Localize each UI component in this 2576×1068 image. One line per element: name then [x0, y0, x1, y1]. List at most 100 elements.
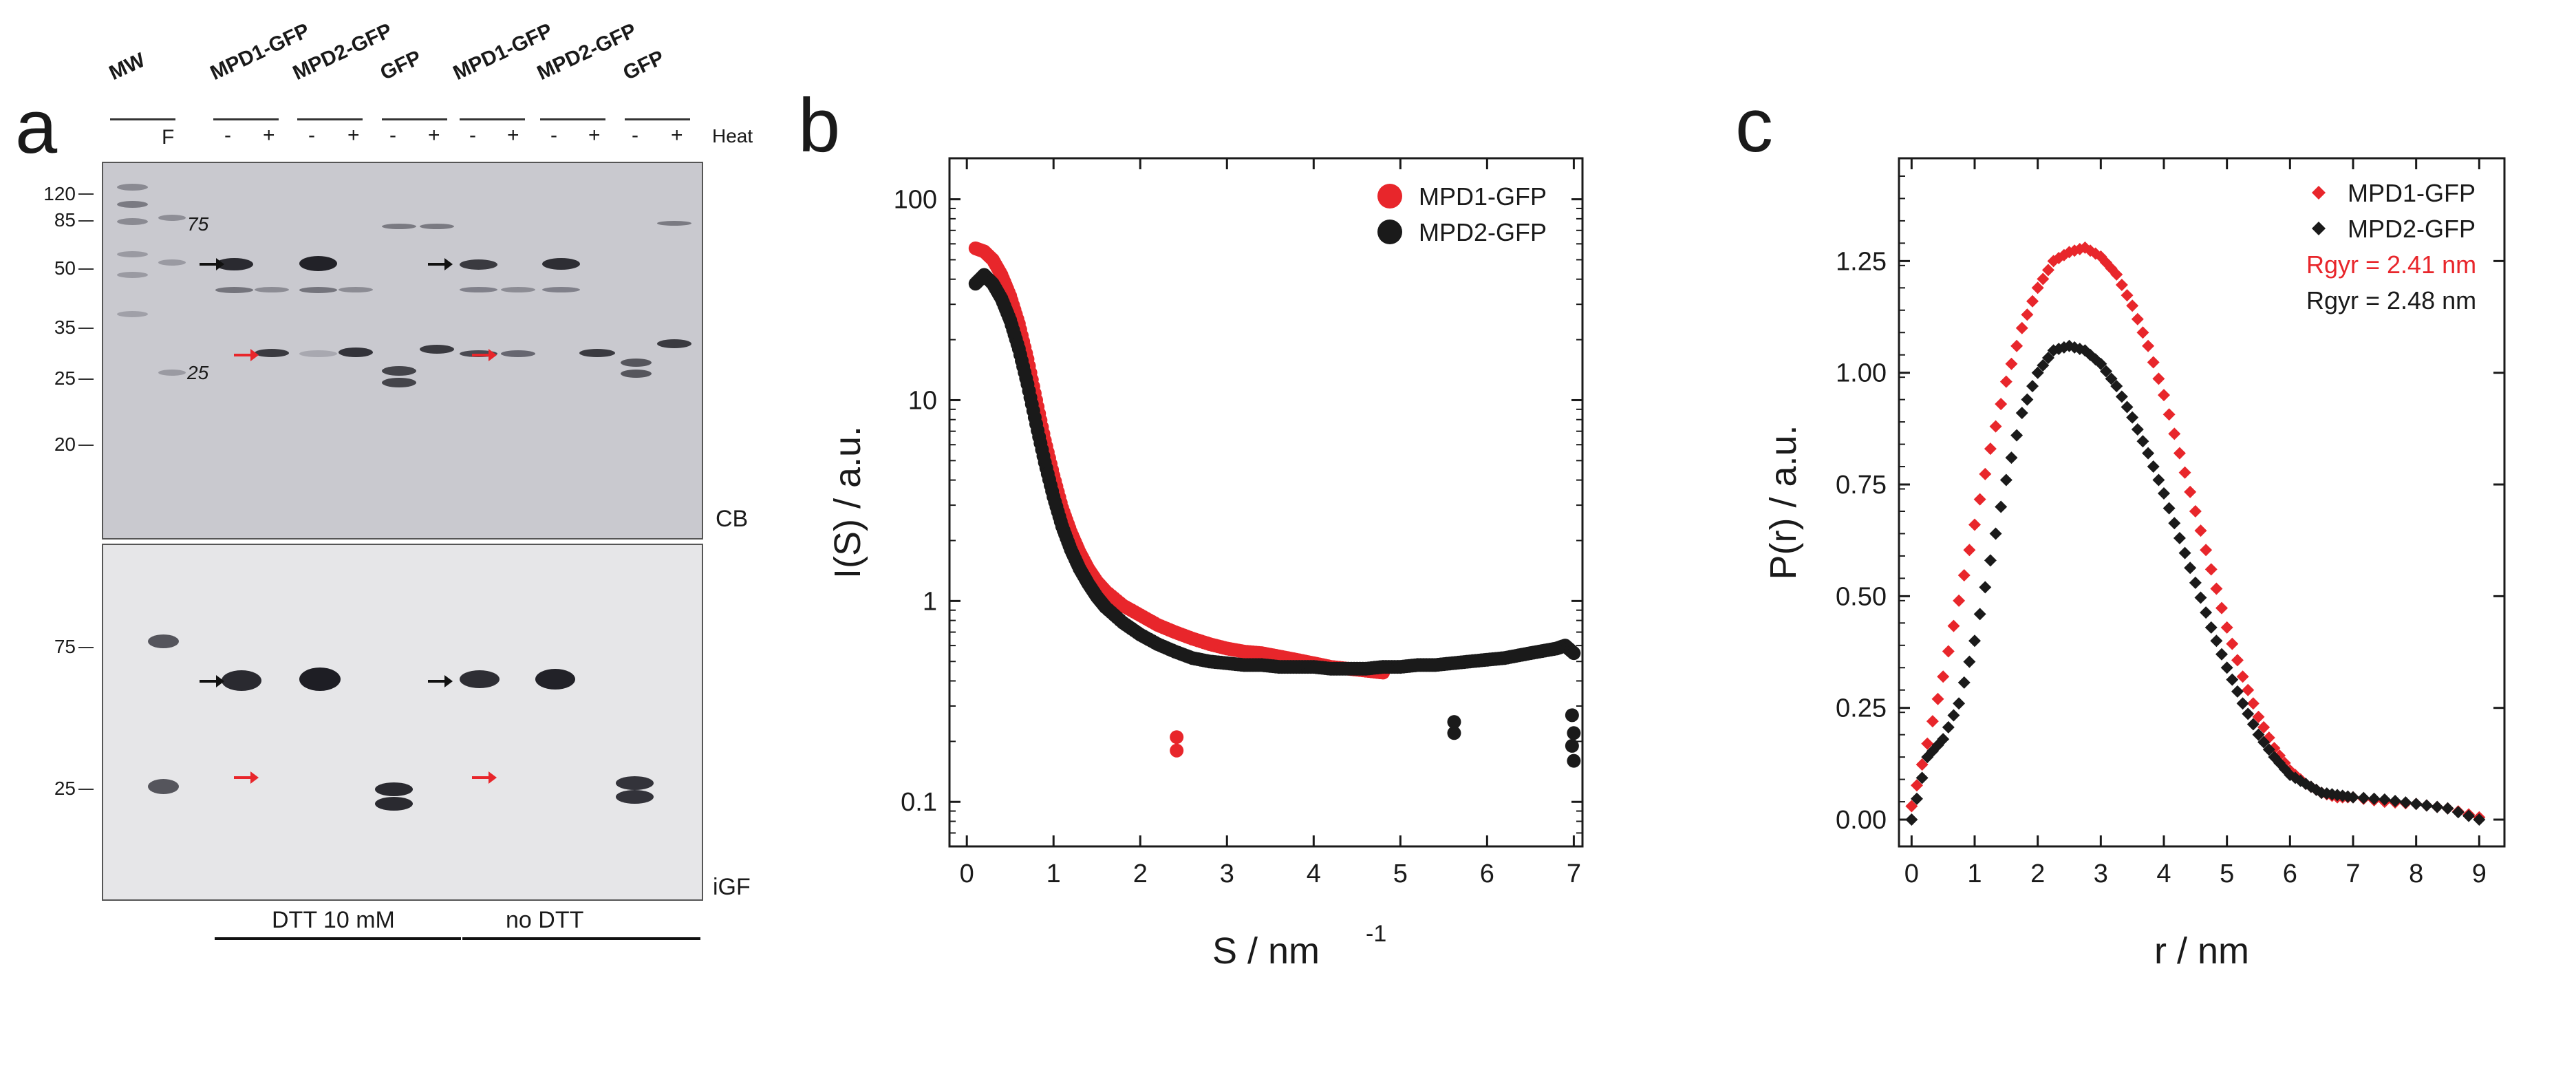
- mw-marker-label: 50: [54, 257, 76, 279]
- minus-label: -: [308, 124, 315, 147]
- x-tick-label: 7: [1567, 859, 1581, 888]
- panel-c-letter: c: [1735, 83, 1773, 168]
- mpd1-gfp-point: [1910, 779, 1923, 792]
- mpd2-gfp-point: [2136, 435, 2149, 448]
- mpd2-gfp-point: [2204, 621, 2218, 634]
- legend-marker-mpd2-gfp: [2312, 222, 2326, 235]
- mpd2-gfp-point: [2226, 673, 2239, 686]
- ladder-band: [117, 184, 148, 191]
- chart-c-distance-distribution: 0 1 2 3 4 5 6 7 8 9 0.00 0.25 0.50 0.75 1.00 1.25 r / nm…: [1763, 157, 2506, 972]
- ladder-band: [158, 215, 186, 221]
- y-tick-label: 0.50: [1836, 582, 1887, 611]
- protein-band: [420, 345, 454, 354]
- x-tick-label: 3: [1220, 859, 1234, 888]
- mpd1-gfp-point: [1931, 692, 1944, 705]
- mpd1-gfp-point: [1984, 442, 1997, 456]
- protein-band: [299, 287, 337, 293]
- mpd2-gfp-point: [1567, 726, 1581, 740]
- mpd2-gfp-point: [2462, 809, 2476, 822]
- mpd2-gfp-point: [1905, 813, 1918, 826]
- minus-label: -: [469, 124, 476, 147]
- mpd2-gfp-point: [2231, 685, 2244, 698]
- x-tick-label: 1: [1967, 859, 1982, 888]
- mpd1-gfp-point: [2147, 356, 2160, 369]
- mpd2-gfp-point: [2252, 728, 2265, 741]
- ladder-band: [158, 259, 186, 266]
- y-axis-label: I(S) / a.u.: [827, 426, 868, 579]
- mpd1-gfp-point: [1979, 467, 1992, 480]
- red-arrow-icon: [234, 349, 259, 361]
- protein-band: [501, 350, 535, 357]
- protein-band: [299, 256, 337, 271]
- plus-label: +: [428, 124, 440, 147]
- ladder-band: [117, 311, 148, 317]
- mpd1-gfp-point: [1921, 737, 1934, 750]
- mpd2-gfp-point: [2242, 707, 2255, 720]
- mw-tick: [78, 328, 94, 329]
- lane-underline: [460, 118, 525, 120]
- panel-b-letter: b: [798, 83, 841, 168]
- mpd2-gfp-point: [2215, 648, 2229, 661]
- mpd1-gfp-point: [2079, 241, 2092, 254]
- mpd2-gfp-point: [2220, 661, 2233, 674]
- mpd1-gfp-point: [2037, 273, 2050, 286]
- mpd2-gfp-point: [2105, 372, 2118, 385]
- protein-band: [339, 287, 373, 292]
- mpd1-gfp-point: [1995, 398, 2008, 411]
- mpd1-gfp-point: [2021, 308, 2034, 321]
- plus-label: +: [347, 124, 360, 147]
- mpd1-gfp-point: [2115, 278, 2128, 291]
- mpd2-gfp-point: [2189, 576, 2202, 589]
- mpd1-gfp-point: [2220, 621, 2233, 634]
- mpd2-gfp-point: [2010, 429, 2024, 442]
- mpd2-gfp-point: [2257, 736, 2271, 749]
- mpd1-gfp-point: [2200, 544, 2213, 557]
- mw-marker-label: 35: [54, 317, 76, 338]
- y-tick-label: 1: [923, 587, 937, 616]
- mpd2-gfp-point: [2451, 806, 2465, 819]
- mpd2-gfp-point: [2420, 799, 2433, 812]
- mpd1-gfp-point: [2204, 563, 2218, 576]
- red-arrow-icon: [472, 349, 497, 361]
- black-arrow-icon: [200, 675, 224, 687]
- mpd2-gfp-point: [1995, 500, 2008, 513]
- x-tick-label: 4: [1307, 859, 1321, 888]
- mpd2-gfp-point: [1942, 720, 1955, 734]
- red-arrow-icon: [234, 771, 259, 784]
- minus-label: -: [550, 124, 557, 147]
- mpd2-gfp-point: [2310, 783, 2323, 796]
- mpd2-gfp-point: [2021, 393, 2034, 406]
- annotation-rgyr: Rgyr = 2.41 nm: [2306, 250, 2476, 279]
- mpd2-gfp-point: [2162, 502, 2176, 515]
- protein-band: [579, 349, 615, 357]
- mpd2-gfp-point: [1447, 715, 1461, 729]
- mpd2-gfp-point: [2115, 390, 2128, 403]
- protein-band: [501, 287, 535, 292]
- lane-label-gfp-dtt: GFP: [376, 46, 425, 85]
- y-tick-label: 1.25: [1836, 247, 1887, 276]
- mpd2-gfp-point: [2194, 591, 2207, 604]
- protein-band: [375, 782, 413, 796]
- mpd1-gfp-point: [2231, 654, 2244, 667]
- x-tick-label: 0: [1904, 859, 1919, 888]
- protein-band: [657, 221, 691, 226]
- mpd2-gfp-point: [2294, 774, 2307, 787]
- mpd2-gfp-point: [2473, 813, 2486, 826]
- mpd1-gfp-point: [2226, 637, 2239, 650]
- mw-marker-label: 75: [54, 636, 76, 657]
- minus-label: -: [389, 124, 396, 147]
- mpd2-gfp-point: [2079, 344, 2092, 357]
- x-tick-label: 4: [2156, 859, 2171, 888]
- mpd1-gfp-point: [1953, 594, 1966, 607]
- protein-band: [657, 339, 691, 348]
- mw-tick: [78, 647, 94, 648]
- protein-band: [215, 287, 253, 293]
- protein-band: [460, 670, 500, 688]
- lane-underline: [297, 118, 363, 120]
- legend-marker-mpd1-gfp: [2312, 186, 2326, 200]
- mpd2-gfp-point: [2094, 357, 2107, 370]
- mpd1-gfp-point: [2246, 697, 2260, 710]
- ladder-band: [117, 272, 148, 278]
- mpd2-gfp-point: [2168, 517, 2181, 530]
- mpd1-gfp-point: [2068, 244, 2081, 257]
